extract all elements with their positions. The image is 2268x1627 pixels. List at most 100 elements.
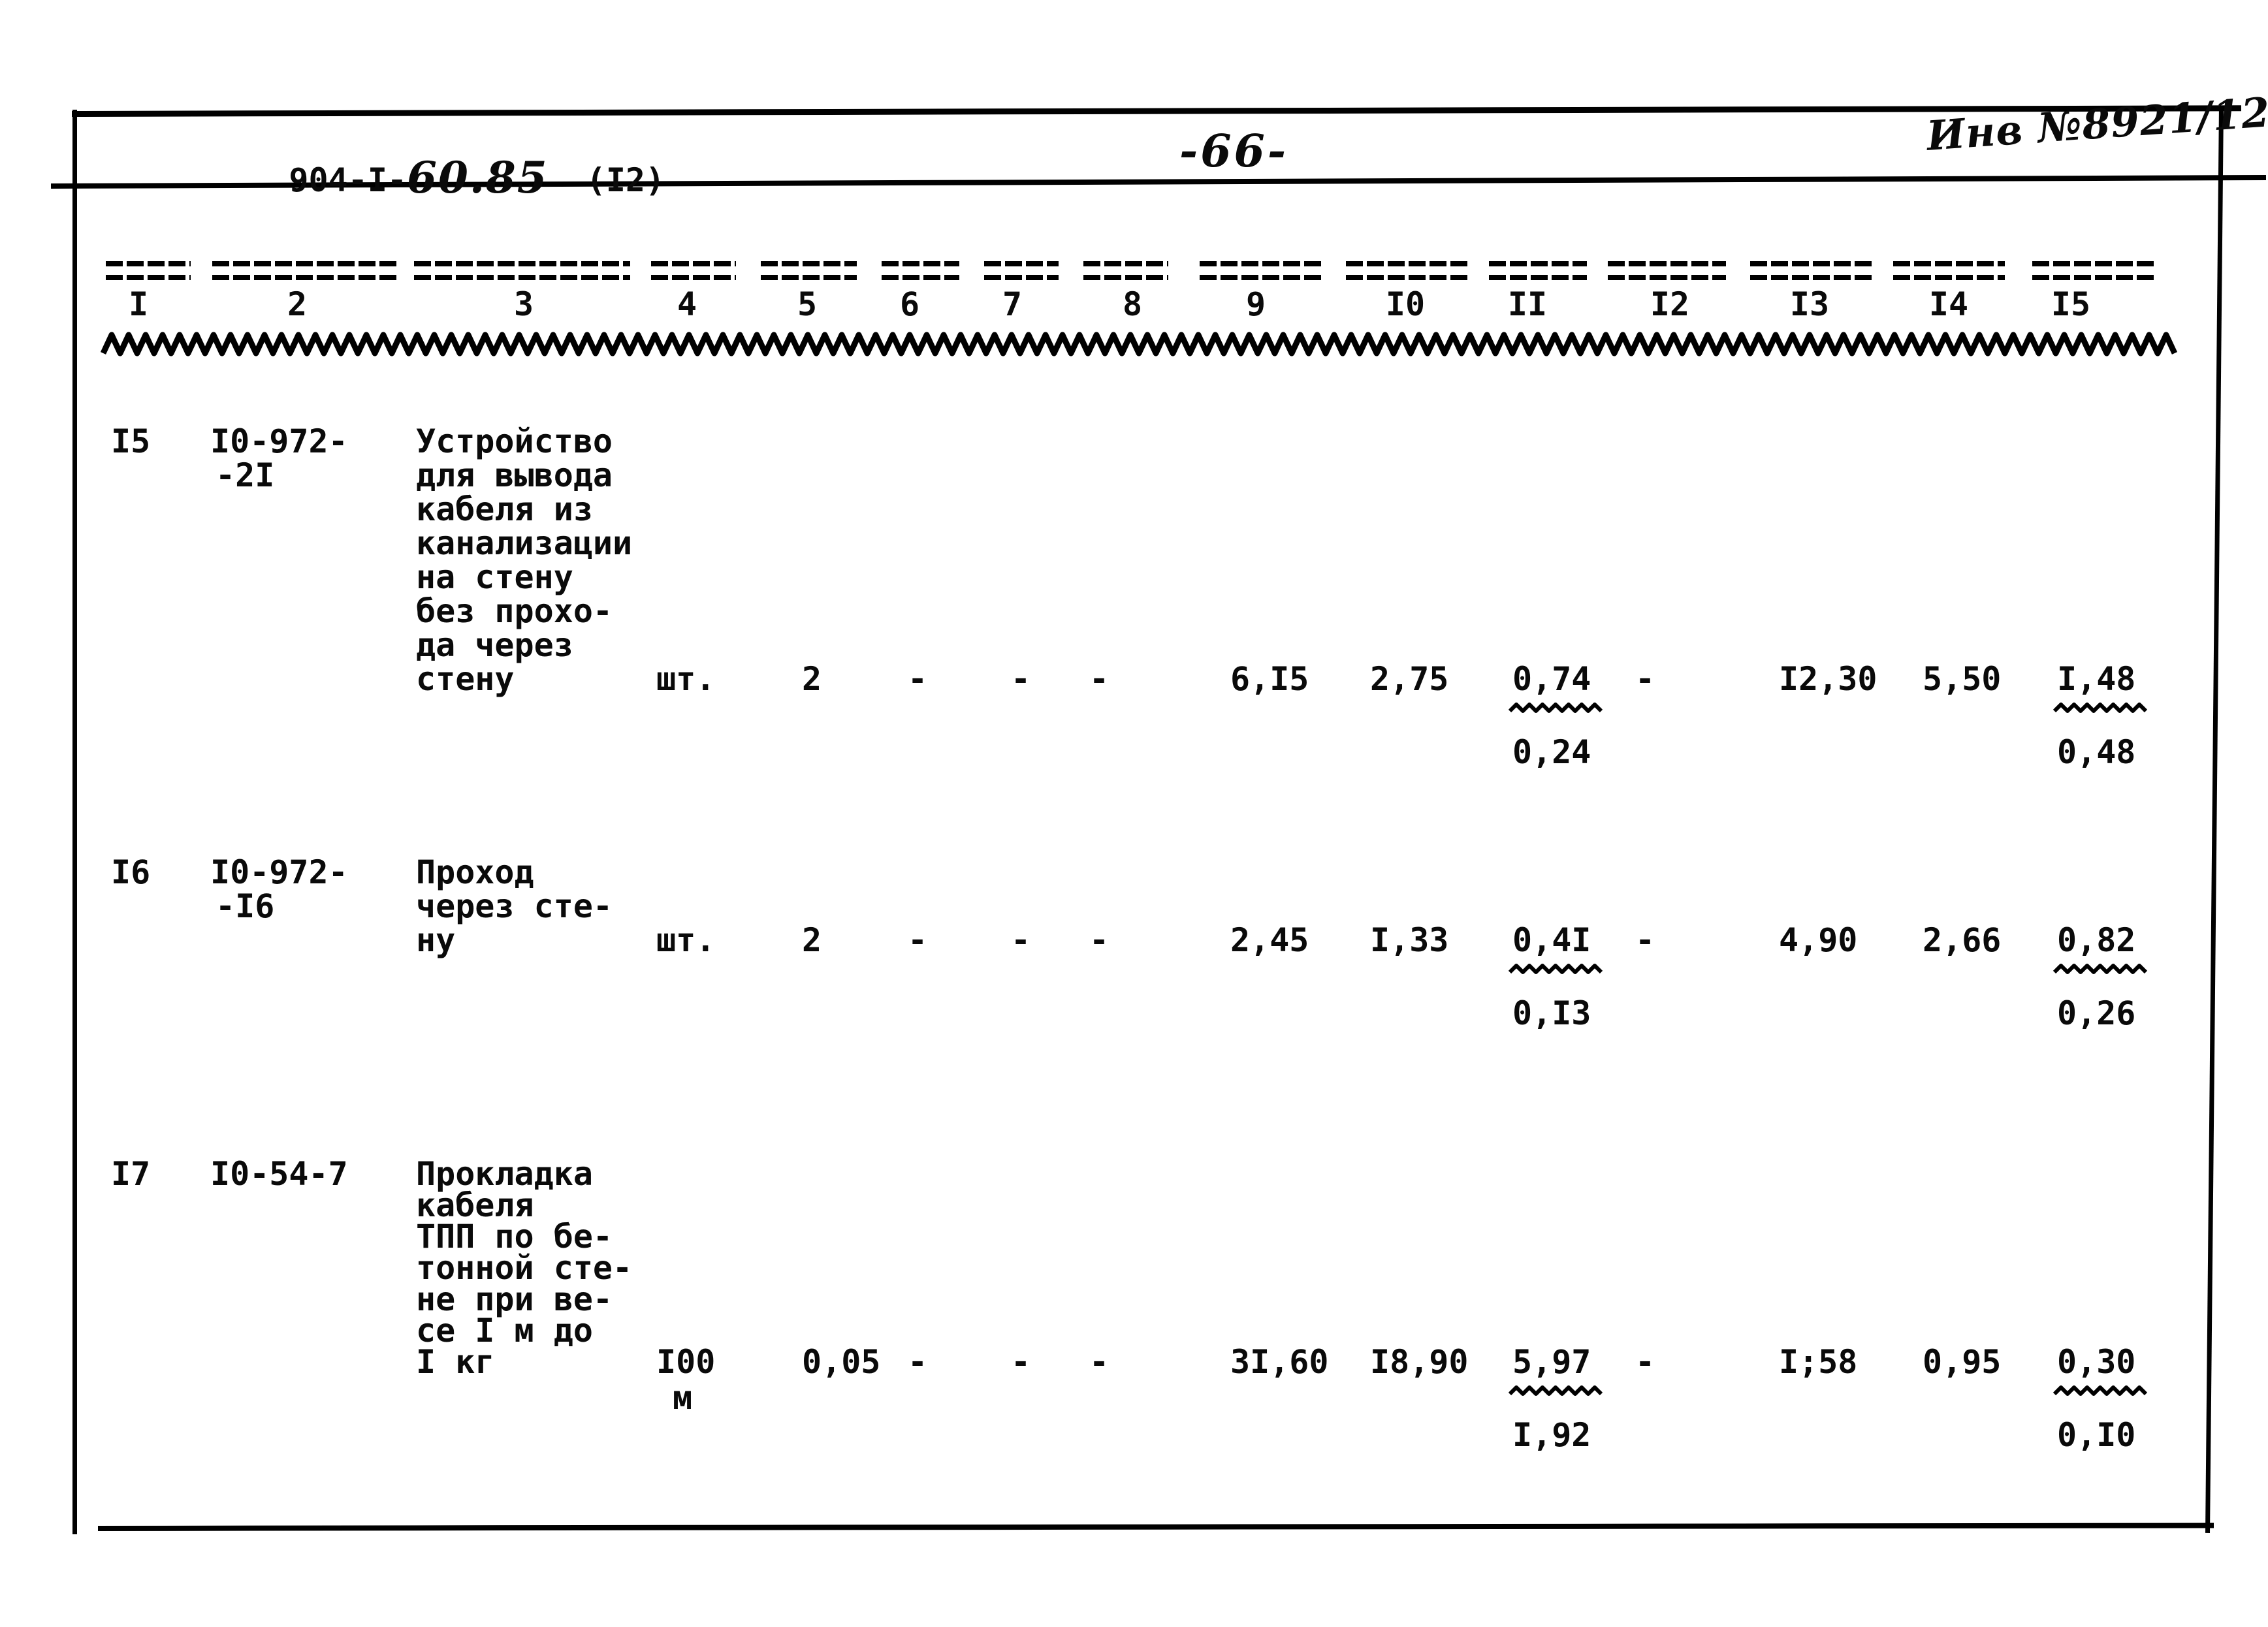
border-right — [2205, 106, 2224, 1533]
cell-c8: - — [1089, 921, 1110, 959]
row-number: I5 — [111, 422, 151, 460]
cell-c11-top: 0,74 — [1512, 660, 1591, 698]
cell-c15-top: 0,30 — [2057, 1343, 2136, 1381]
row-unit: шт. — [656, 660, 716, 698]
column-separator-11-upper — [1489, 261, 1587, 266]
row-code-line: I0-972- — [210, 422, 348, 460]
cell-c13: I2,30 — [1779, 660, 1877, 698]
row-number: I7 — [111, 1155, 151, 1193]
row-name-line: I кг — [416, 1343, 495, 1381]
row-name-line: канализации — [416, 524, 633, 562]
cell-c14: 2,66 — [1923, 921, 2002, 959]
column-separator-6-lower — [882, 275, 959, 280]
cell-c10: 2,75 — [1370, 660, 1449, 698]
cell-c11-bottom: 0,24 — [1512, 733, 1591, 771]
row-name-line: ну — [416, 921, 456, 959]
column-separator-12-upper — [1608, 261, 1726, 266]
border-top — [72, 105, 2242, 117]
cell-c12: - — [1635, 1343, 1655, 1381]
column-separator-2-upper — [212, 261, 396, 266]
cell-c7: - — [1011, 660, 1031, 698]
column-separator-6-upper — [882, 261, 959, 266]
row-name-line: ТПП по бе- — [416, 1218, 613, 1256]
cell-c9: 2,45 — [1230, 921, 1309, 959]
column-header-13: I3 — [1789, 285, 1830, 323]
column-header-4: 4 — [677, 285, 697, 323]
column-separator-11-lower — [1489, 275, 1587, 280]
cell-c11-bottom: 0,I3 — [1512, 994, 1591, 1032]
cell-c12: - — [1635, 921, 1655, 959]
inventory-stamp: Инв №8921/12 — [1925, 88, 2268, 160]
cell-c14: 5,50 — [1923, 660, 2002, 698]
row-unit: м — [673, 1379, 693, 1417]
border-bottom — [98, 1523, 2214, 1531]
column-separator-8-lower — [1083, 275, 1168, 280]
cell-c11-wavy-underline — [1508, 703, 1603, 713]
row-name-line: кабеля — [416, 1186, 534, 1224]
column-separator-10-lower — [1346, 275, 1468, 280]
row-name-line: Устройство — [416, 422, 613, 460]
cell-c14: 0,95 — [1923, 1343, 2002, 1381]
document-code-typed-suffix: (I2) — [586, 161, 665, 199]
column-separator-10-upper — [1346, 261, 1468, 266]
row-unit: шт. — [656, 921, 716, 959]
column-separator-4-upper — [651, 261, 736, 266]
column-header-8: 8 — [1122, 285, 1143, 323]
column-separator-7-lower — [984, 275, 1059, 280]
cell-c11-wavy-underline — [1508, 1385, 1603, 1396]
column-header-12: I2 — [1650, 285, 1690, 323]
column-separator-2-lower — [212, 275, 396, 280]
cell-c8: - — [1089, 1343, 1110, 1381]
cell-c6: - — [908, 660, 928, 698]
cell-c15-top: I,48 — [2057, 660, 2136, 698]
column-separator-14-lower — [1893, 275, 2005, 280]
row-name-line: тонной сте- — [416, 1249, 633, 1287]
row-name-line: Прокладка — [416, 1155, 593, 1193]
column-separator-9-lower — [1200, 275, 1325, 280]
row-code-line: -2I — [216, 456, 275, 494]
column-separator-3-upper — [414, 261, 630, 266]
column-separator-13-upper — [1750, 261, 1872, 266]
column-separator-4-lower — [651, 275, 736, 280]
cell-c12: - — [1635, 660, 1655, 698]
cell-c11-top: 5,97 — [1512, 1343, 1591, 1381]
cell-c7: - — [1011, 1343, 1031, 1381]
column-header-15: I5 — [2051, 285, 2091, 323]
document-code-handwritten: 60.85 — [407, 152, 549, 203]
cell-c13: 4,90 — [1779, 921, 1858, 959]
cell-c15-wavy-underline — [2052, 1385, 2148, 1396]
cell-c7: - — [1011, 921, 1031, 959]
column-header-11: II — [1507, 285, 1548, 323]
column-separator-7-upper — [984, 261, 1059, 266]
row-name-line: Проход — [416, 853, 534, 891]
row-unit: I00 — [656, 1343, 716, 1381]
cell-c15-bottom: 0,48 — [2057, 733, 2136, 771]
cell-c11-top: 0,4I — [1512, 921, 1591, 959]
cell-c8: - — [1089, 660, 1110, 698]
cell-c15-bottom: 0,I0 — [2057, 1416, 2136, 1454]
column-header-6: 6 — [899, 285, 920, 323]
cell-c10: I8,90 — [1370, 1343, 1469, 1381]
cell-c6: - — [908, 1343, 928, 1381]
column-header-10: I0 — [1385, 285, 1426, 323]
cell-c11-bottom: I,92 — [1512, 1416, 1591, 1454]
row-name-line: для вывода — [416, 456, 613, 494]
column-separator-15-upper — [2032, 261, 2154, 266]
row-number: I6 — [111, 853, 151, 891]
column-separator-5-lower — [761, 275, 857, 280]
row-name-line: да через — [416, 626, 573, 664]
row-name-line: стену — [416, 660, 515, 698]
row-code-line: I0-54-7 — [210, 1155, 348, 1193]
row-name-line: не при ве- — [416, 1280, 613, 1318]
cell-c9: 3I,60 — [1230, 1343, 1329, 1381]
row-name-line: через сте- — [416, 887, 613, 925]
cell-c11-wavy-underline — [1508, 964, 1603, 974]
cell-c13: I;58 — [1779, 1343, 1858, 1381]
column-header-3: 3 — [513, 285, 534, 323]
column-separator-8-upper — [1083, 261, 1168, 266]
column-separator-1-upper — [106, 261, 191, 266]
cell-c15-wavy-underline — [2052, 964, 2148, 974]
header-wavy-rule — [100, 332, 2178, 356]
column-separator-5-upper — [761, 261, 857, 266]
